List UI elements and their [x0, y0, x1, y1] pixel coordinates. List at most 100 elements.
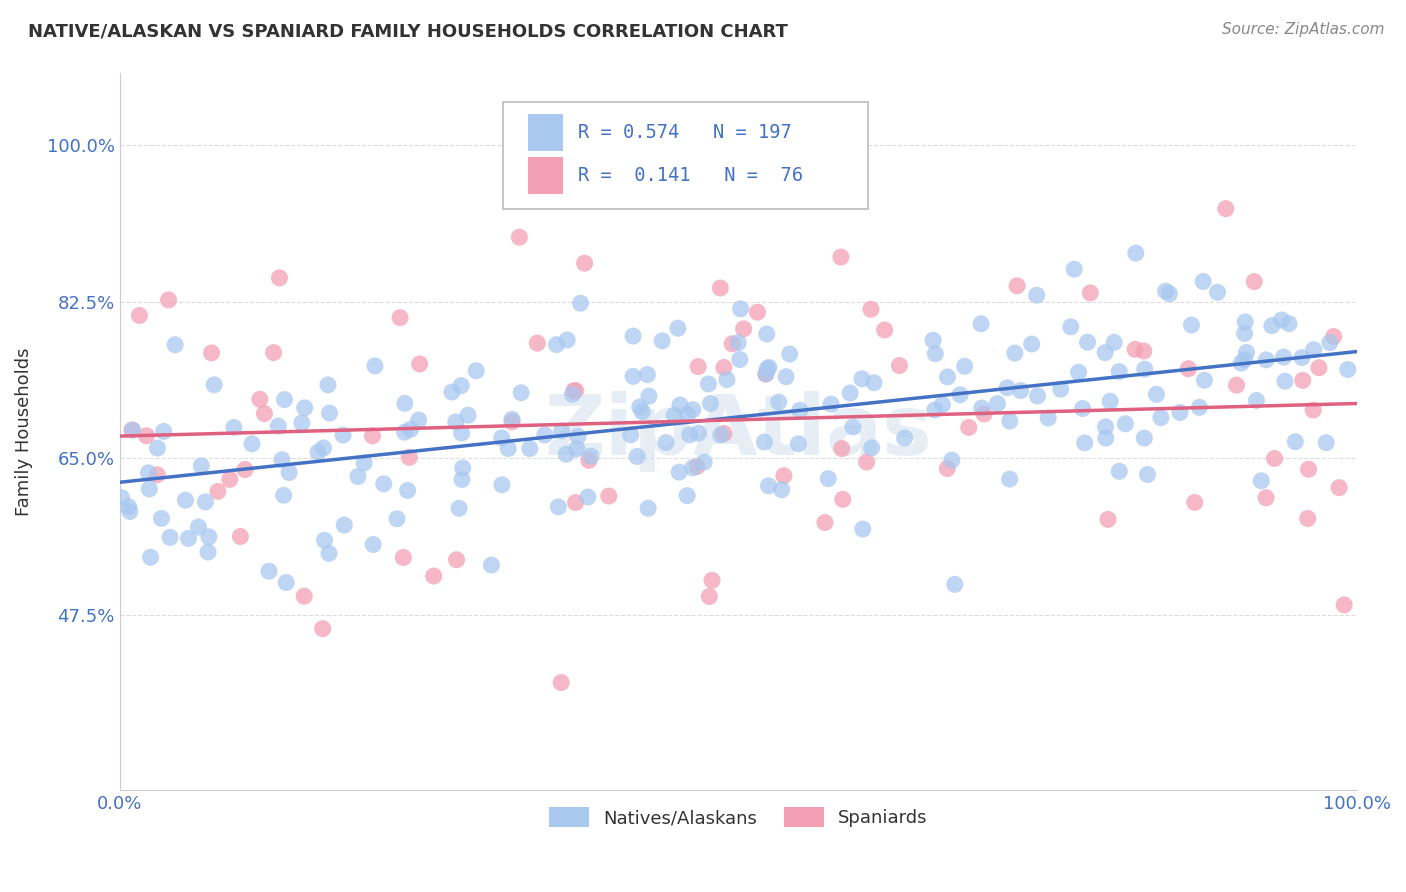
Text: NATIVE/ALASKAN VS SPANIARD FAMILY HOUSEHOLDS CORRELATION CHART: NATIVE/ALASKAN VS SPANIARD FAMILY HOUSEH…	[28, 22, 787, 40]
Point	[1108, 365, 1130, 379]
Point	[664, 409, 686, 423]
Point	[842, 420, 865, 434]
Point	[1133, 362, 1156, 376]
Point	[1243, 275, 1265, 289]
Point	[547, 500, 569, 514]
Point	[197, 545, 219, 559]
Point	[450, 425, 472, 440]
Point	[814, 516, 837, 530]
Point	[394, 396, 416, 410]
Point	[628, 400, 651, 414]
Point	[1271, 313, 1294, 327]
Point	[567, 429, 589, 443]
Point	[316, 377, 339, 392]
Point	[135, 429, 157, 443]
Point	[1005, 278, 1028, 293]
Point	[621, 369, 644, 384]
Point	[1133, 344, 1156, 359]
Point	[699, 396, 721, 410]
Point	[1188, 401, 1211, 415]
Point	[1049, 382, 1071, 396]
Point	[565, 442, 588, 456]
Point	[481, 558, 503, 572]
Point	[1296, 511, 1319, 525]
Point	[229, 529, 252, 543]
Point	[1256, 491, 1278, 505]
Point	[1097, 512, 1119, 526]
Point	[207, 484, 229, 499]
Point	[533, 428, 555, 442]
Point	[347, 469, 370, 483]
Point	[730, 301, 752, 316]
Point	[146, 467, 169, 482]
Point	[893, 431, 915, 445]
Point	[820, 397, 842, 411]
Point	[389, 310, 412, 325]
Point	[775, 369, 797, 384]
Point	[957, 420, 980, 434]
Point	[361, 537, 384, 551]
Point	[440, 384, 463, 399]
Point	[194, 495, 217, 509]
Point	[626, 450, 648, 464]
Point	[399, 422, 422, 436]
Point	[1067, 365, 1090, 379]
Point	[682, 402, 704, 417]
Point	[789, 403, 811, 417]
Point	[1233, 352, 1256, 367]
Point	[1250, 474, 1272, 488]
Point	[561, 387, 583, 401]
Point	[1261, 318, 1284, 333]
Point	[756, 361, 779, 376]
Point	[311, 622, 333, 636]
Point	[931, 398, 953, 412]
Point	[1010, 384, 1032, 398]
Point	[668, 465, 690, 479]
Point	[637, 501, 659, 516]
Point	[332, 428, 354, 442]
Legend: Natives/Alaskans, Spaniards: Natives/Alaskans, Spaniards	[541, 799, 935, 835]
Point	[817, 472, 839, 486]
Point	[860, 441, 883, 455]
Point	[202, 377, 225, 392]
Point	[970, 317, 993, 331]
Point	[519, 442, 541, 456]
Point	[240, 436, 263, 450]
Point	[754, 435, 776, 450]
Point	[501, 415, 523, 429]
Point	[157, 293, 180, 307]
Bar	[529, 157, 562, 194]
Point	[770, 483, 793, 497]
Point	[924, 347, 946, 361]
Point	[728, 352, 751, 367]
Point	[449, 501, 471, 516]
Point	[187, 520, 209, 534]
Point	[496, 442, 519, 456]
Point	[676, 489, 699, 503]
Point	[727, 335, 749, 350]
Point	[1323, 329, 1346, 343]
Point	[1102, 335, 1125, 350]
Point	[273, 488, 295, 502]
Point	[1154, 284, 1177, 298]
Point	[257, 564, 280, 578]
Point	[294, 401, 316, 415]
Point	[697, 376, 720, 391]
Point	[1180, 318, 1202, 332]
Point	[721, 336, 744, 351]
Point	[314, 533, 336, 548]
Point	[755, 367, 778, 381]
Point	[574, 256, 596, 270]
Point	[177, 532, 200, 546]
Point	[385, 512, 408, 526]
Point	[446, 553, 468, 567]
Point	[755, 367, 778, 381]
Point	[1215, 202, 1237, 216]
Point	[686, 459, 709, 474]
Point	[1184, 495, 1206, 509]
Point	[768, 395, 790, 409]
Point	[1094, 431, 1116, 445]
Point	[451, 473, 474, 487]
Point	[408, 357, 430, 371]
Point	[1234, 315, 1257, 329]
